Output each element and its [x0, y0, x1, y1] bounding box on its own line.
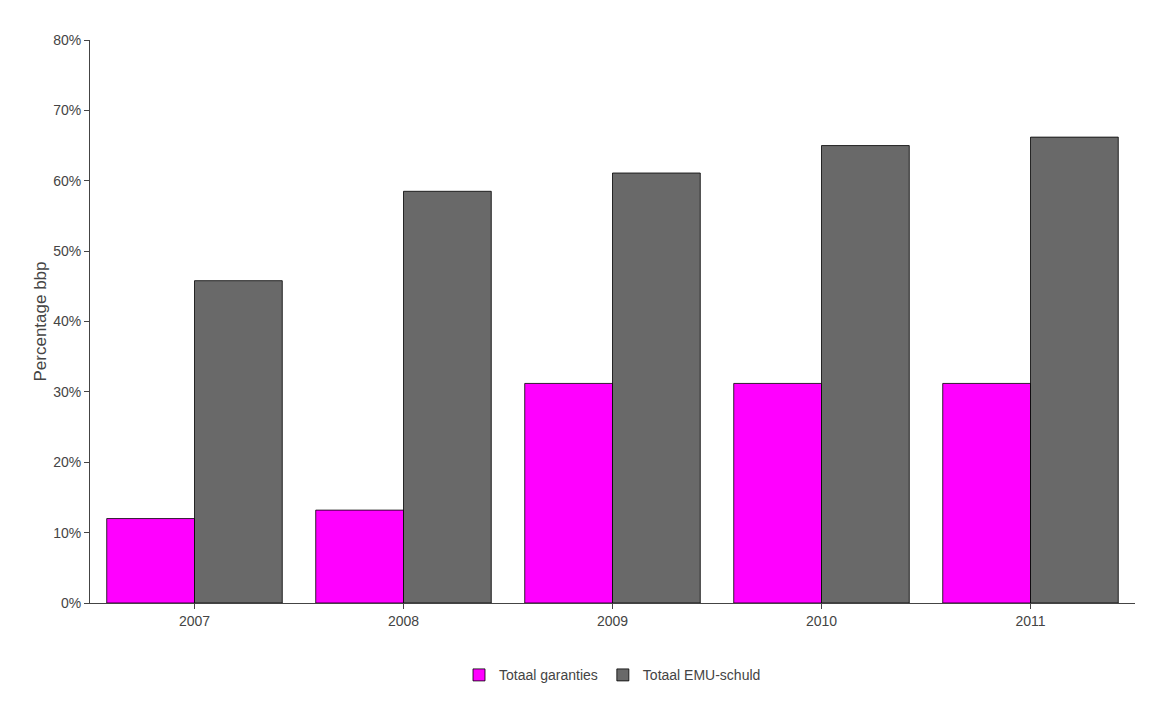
svg-text:2010: 2010 — [806, 613, 837, 629]
svg-text:2007: 2007 — [179, 613, 210, 629]
svg-text:80%: 80% — [53, 32, 81, 48]
svg-text:40%: 40% — [53, 313, 81, 329]
svg-text:70%: 70% — [53, 102, 81, 118]
svg-text:50%: 50% — [53, 243, 81, 259]
svg-text:30%: 30% — [53, 384, 81, 400]
svg-text:Totaal garanties: Totaal garanties — [499, 667, 598, 683]
svg-text:10%: 10% — [53, 525, 81, 541]
svg-text:2009: 2009 — [597, 613, 628, 629]
svg-text:0%: 0% — [61, 595, 81, 611]
svg-text:2011: 2011 — [1015, 613, 1045, 629]
svg-text:2008: 2008 — [388, 613, 419, 629]
svg-text:20%: 20% — [53, 454, 81, 470]
svg-text:Percentage bbp: Percentage bbp — [31, 261, 50, 381]
svg-text:60%: 60% — [53, 173, 81, 189]
svg-text:Totaal EMU-schuld: Totaal EMU-schuld — [643, 667, 761, 683]
